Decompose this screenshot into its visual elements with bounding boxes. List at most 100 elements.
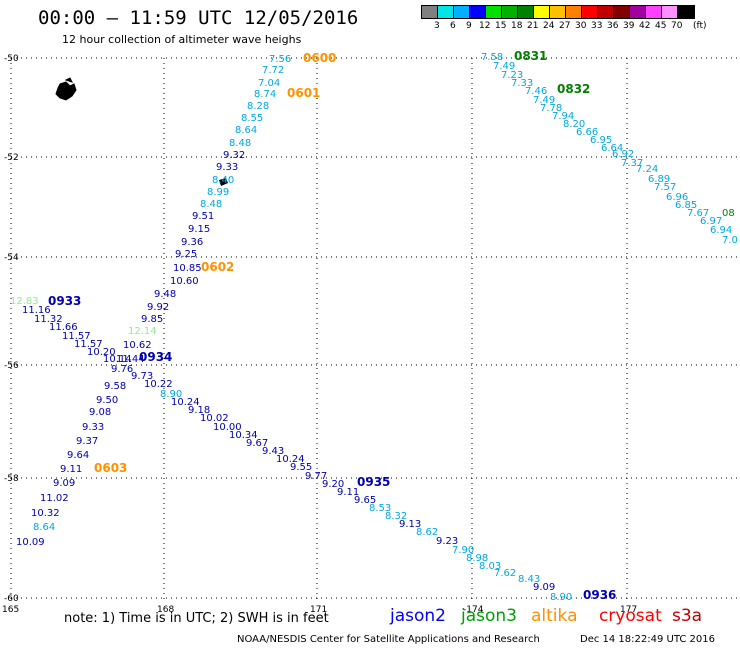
wave-height-value: 7.0 [722,235,738,246]
scale-swatch [470,6,486,18]
scale-label: 36 [607,21,619,31]
wave-height-value: 9.67 [246,438,268,449]
color-scale-bar [421,5,695,19]
wave-height-value: 10.34 [229,430,258,441]
footer-note: note: 1) Time is in UTC; 2) SWH is in fe… [64,611,329,626]
wave-height-value: 9.25 [175,249,197,260]
wave-height-value: 8.48 [229,138,251,149]
wave-height-value: 6.95 [590,135,612,146]
scale-label: 33 [591,21,603,31]
wave-height-value: 7.23 [501,70,523,81]
latitude-label: -56 [4,361,19,371]
wave-height-value: 8.90 [160,389,182,400]
wave-height-value: 7.94 [552,111,574,122]
wave-height-value: 9.23 [436,536,458,547]
wave-height-value: 7.49 [533,95,555,106]
pass-time-label: 0832 [557,82,590,96]
scale-swatch [630,6,646,18]
map-grid [10,57,740,600]
latitude-label: -52 [4,153,19,163]
scale-label: 70 [671,21,683,31]
wave-height-value: 7.90 [452,545,474,556]
scale-swatch [582,6,598,18]
wave-height-value: 8.64 [33,522,55,533]
wave-height-value: 7.46 [525,86,547,97]
wave-height-value: 10.14 [103,354,132,365]
wave-height-value: 7.78 [540,103,562,114]
wave-height-value: 11.57 [74,339,103,350]
pass-time-label: 0933 [48,294,81,308]
scale-label: 6 [450,21,456,31]
wave-height-value: 9.92 [147,302,169,313]
wave-height-value: 7.56 [269,54,291,65]
wave-height-value: 8.48 [200,199,222,210]
pass-time-label: 0600 [303,51,336,65]
pass-time-label: 0934 [139,350,172,364]
wave-height-value: 8.20 [563,119,585,130]
scale-swatch [502,6,518,18]
wave-height-value: 9.15 [188,224,210,235]
scale-swatch [614,6,630,18]
pass-time-label: 0936 [583,588,616,602]
wave-height-value: 8.99 [207,187,229,198]
pass-time-label: 0601 [287,86,320,100]
wave-height-value: 8.28 [247,101,269,112]
wave-height-value: 9.18 [188,405,210,416]
wave-height-value: 9.65 [354,495,376,506]
wave-height-value: 11.02 [40,493,69,504]
wave-height-value: 9.33 [216,162,238,173]
scale-label: 21 [527,21,539,31]
wave-height-value: 7.49 [493,61,515,72]
wave-height-value: 11.16 [22,305,51,316]
wave-height-value: 11.66 [49,322,78,333]
satellite-legend-cryosat: cryosat [599,606,662,626]
satellite-legend-jason2: jason2 [390,606,446,626]
wave-height-value: 7.33 [511,78,533,89]
scale-swatch [518,6,534,18]
longitude-label: -174 [463,605,484,615]
latitude-label: -54 [4,253,19,263]
wave-height-value: 7.57 [654,182,676,193]
wave-height-value: 9.33 [82,422,104,433]
page-subtitle: 12 hour collection of altimeter wave hei… [62,33,302,46]
wave-height-value: 8.62 [416,527,438,538]
wave-height-value: 7.04 [258,78,280,89]
wave-height-value: 10.09 [16,537,45,548]
wave-height-value: 8.43 [518,574,540,585]
wave-height-value: 9.13 [399,519,421,530]
longitude-label: 165 [2,605,19,615]
wave-height-value: 8.40 [212,175,234,186]
wave-height-value: 9.36 [181,237,203,248]
satellite-legend-jason3: jason3 [461,606,517,626]
wave-height-value: 9.73 [131,371,153,382]
wave-height-value: 11.32 [34,314,63,325]
wave-height-value: 8.90 [550,592,572,603]
wave-height-value: 7.62 [494,568,516,579]
scale-swatch [662,6,678,18]
scale-label: 39 [623,21,635,31]
scale-label: 30 [575,21,587,31]
footer-timestamp: Dec 14 18:22:49 UTC 2016 [580,634,715,645]
wave-height-value: 8.32 [385,511,407,522]
wave-height-value: 9.55 [290,462,312,473]
scale-label: 18 [511,21,523,31]
pass-time-label: 0603 [94,461,127,475]
scale-swatch [678,6,694,18]
wave-height-value: 9.32 [223,150,245,161]
scale-swatch [486,6,502,18]
wave-height-value: 9.51 [192,211,214,222]
latitude-label: -60 [4,594,19,604]
scale-label: 24 [543,21,555,31]
scale-label: 27 [559,21,571,31]
wave-height-value: 9.11 [60,464,82,475]
wave-height-value: 7.72 [262,65,284,76]
scale-label: 15 [495,21,507,31]
wave-height-value: 9.58 [104,381,126,392]
island-outlines [55,77,228,186]
satellite-legend-s3a: s3a [672,606,703,626]
page-title: 00:00 — 11:59 UTC 12/05/2016 [38,7,359,29]
wave-height-value: 9.50 [96,395,118,406]
latitude-labels: -50 -52 -54 -56 -58 -60 [4,54,19,604]
wave-height-value: 6.89 [648,174,670,185]
